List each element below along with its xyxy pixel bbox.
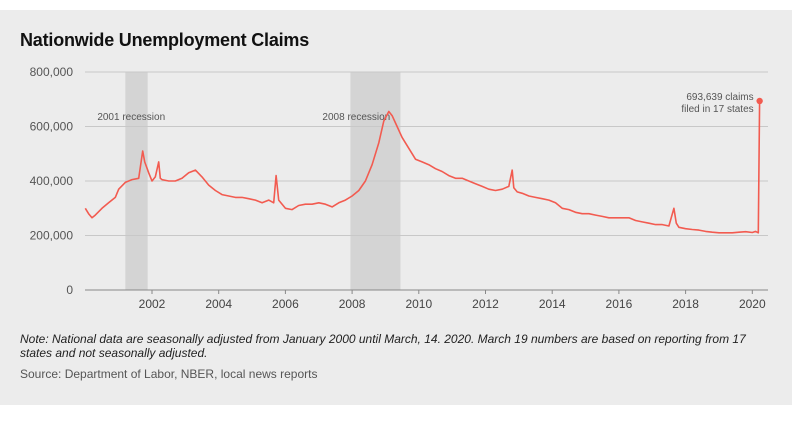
claims-series-line	[84, 100, 761, 234]
recession-label: 2008 recession	[322, 112, 390, 123]
x-tick-label: 2010	[405, 297, 432, 311]
x-tick-label: 2006	[272, 297, 299, 311]
annotation-text: 693,639 claims	[686, 92, 753, 103]
y-tick-label: 600,000	[30, 120, 74, 134]
chart-source: Source: Department of Labor, NBER, local…	[20, 367, 318, 381]
x-tick-label: 2014	[539, 297, 566, 311]
x-tick-label: 2020	[739, 297, 766, 311]
y-tick-label: 800,000	[30, 65, 74, 79]
x-tick-label: 2018	[672, 297, 699, 311]
x-tick-label: 2016	[606, 297, 633, 311]
x-tick-label: 2012	[472, 297, 499, 311]
y-tick-label: 0	[66, 283, 73, 297]
x-tick-label: 2008	[339, 297, 366, 311]
annotation-text: filed in 17 states	[681, 104, 753, 115]
y-tick-label: 200,000	[30, 229, 74, 243]
latest-value-point	[756, 97, 763, 105]
chart-plot: 2001 recession 2008 recession 0 200,000 400…	[30, 65, 768, 311]
x-tick-label: 2002	[139, 297, 166, 311]
x-tick-label: 2004	[205, 297, 232, 311]
y-tick-label: 400,000	[30, 174, 74, 188]
chart-note: Note: National data are seasonally adjus…	[20, 332, 746, 360]
recession-label: 2001 recession	[97, 112, 165, 123]
chart-title: Nationwide Unemployment Claims	[20, 30, 310, 50]
